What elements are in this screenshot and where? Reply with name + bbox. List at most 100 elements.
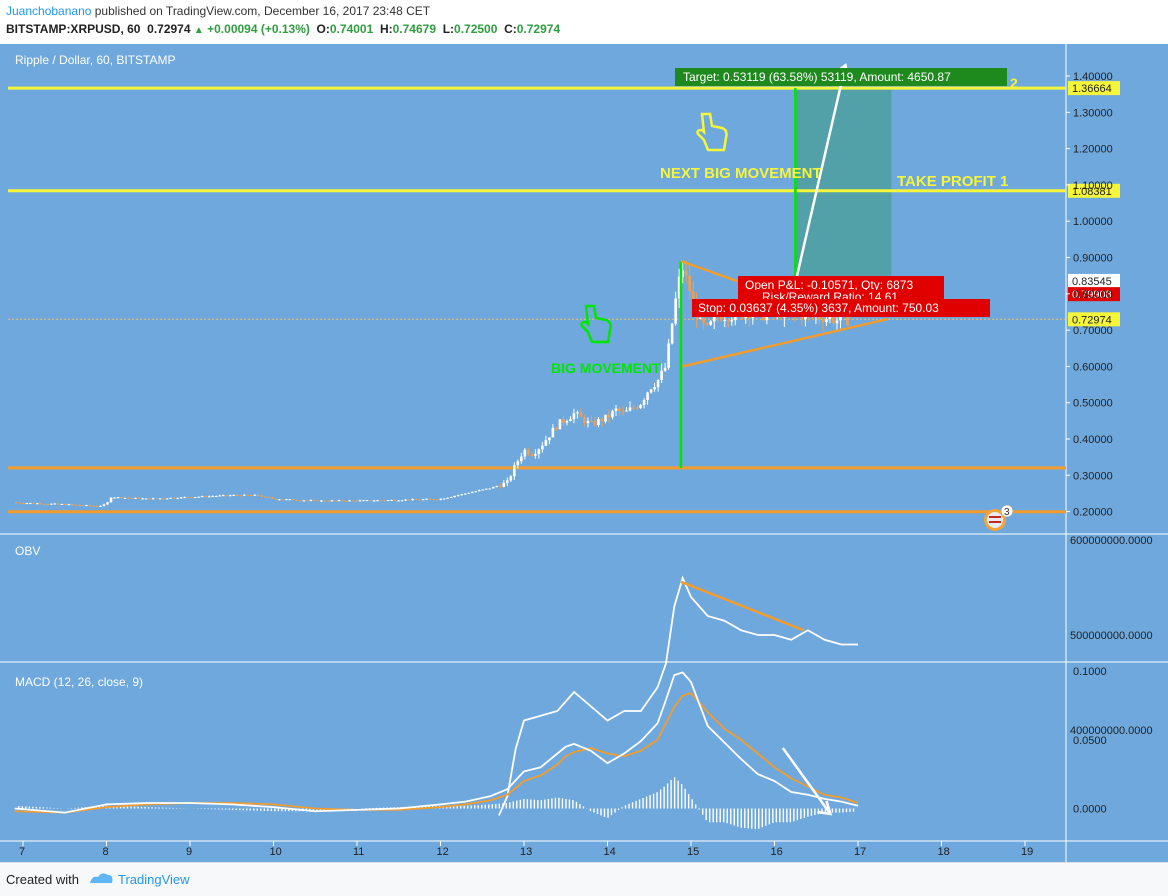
obv-indicator <box>498 575 858 816</box>
candle-body <box>523 449 527 457</box>
candle-body <box>435 499 439 501</box>
candle-body <box>642 399 646 406</box>
candle-body <box>344 500 348 502</box>
candle-body <box>134 497 137 499</box>
candle-body <box>81 505 85 507</box>
candle-body <box>712 314 716 322</box>
candle-body <box>456 495 460 497</box>
candle-body <box>221 495 225 497</box>
candle-body <box>257 494 260 496</box>
candle-body <box>172 497 176 499</box>
candle-body <box>176 498 179 500</box>
target-box-text: Target: 0.53119 (63.58%) 53119, Amount: … <box>683 70 951 84</box>
level-price-tag-label: 1.36664 <box>1072 83 1112 95</box>
candle-body <box>446 497 449 499</box>
target-box: Target: 0.53119 (63.58%) 53119, Amount: … <box>675 68 1007 86</box>
candle-body <box>190 497 193 499</box>
candle-body <box>179 497 183 499</box>
candle-body <box>667 343 670 368</box>
candle-body <box>67 504 71 506</box>
candle-body <box>53 503 57 505</box>
flag-badge[interactable]: 3 <box>984 504 1014 531</box>
pointing-hand-icon <box>696 112 728 152</box>
author-link[interactable]: Juanchobanano <box>6 4 92 18</box>
candle-body <box>348 500 351 502</box>
candle-body <box>351 500 355 502</box>
candle-body <box>670 323 674 344</box>
candle-body <box>165 498 169 500</box>
candle-body <box>565 421 569 423</box>
candle-body <box>183 497 186 499</box>
stop-box-bg <box>692 299 990 317</box>
time-tick-label: 9 <box>186 846 192 858</box>
candle-body <box>537 449 541 454</box>
candle-body <box>463 493 467 495</box>
candle-body <box>197 496 200 498</box>
candle-body <box>527 449 530 455</box>
candle-body <box>428 498 432 500</box>
candle-body <box>214 496 218 498</box>
candle-body <box>397 500 400 502</box>
candle-body <box>235 494 239 496</box>
price-tick-label: 0.50000 <box>1073 398 1113 410</box>
macd-signal-line <box>14 691 859 814</box>
candle-body <box>551 427 555 438</box>
candle-body <box>460 494 464 496</box>
candle-body <box>709 321 713 325</box>
candle-body <box>334 500 337 502</box>
position-box: Open P&L: -0.10571, Qty: 6873 Risk/Rewar… <box>692 276 990 317</box>
candle-body <box>765 314 769 321</box>
candle-body <box>467 493 471 495</box>
candle-body <box>313 500 316 502</box>
candle-body <box>57 503 60 505</box>
candle-body <box>320 500 323 502</box>
obv-line <box>498 575 858 816</box>
candle-body <box>88 505 92 507</box>
candle-body <box>453 495 456 497</box>
candle-body <box>323 500 327 502</box>
candle-body <box>835 320 839 324</box>
candle-body <box>418 499 421 501</box>
candle-body <box>590 420 593 422</box>
candle-body <box>506 480 509 483</box>
candle-body <box>653 387 656 390</box>
level-2-label: 2 <box>1010 75 1018 91</box>
macd-tick-label: 0.0000 <box>1073 804 1107 816</box>
candle-body <box>113 497 116 499</box>
chart-background <box>0 44 1168 862</box>
price-tick-label: 1.00000 <box>1073 216 1113 228</box>
candle-body <box>18 502 22 504</box>
obv-trendline <box>680 580 805 632</box>
candle-body <box>204 496 207 498</box>
candle-body <box>730 320 734 322</box>
candle-body <box>663 367 667 371</box>
candle-body <box>242 494 246 496</box>
tradingview-logo-icon[interactable] <box>88 871 114 887</box>
candle-body <box>249 495 253 497</box>
candle-body <box>604 414 607 422</box>
macd-tick-label: 0.1000 <box>1073 666 1107 678</box>
next-big-movement-label: NEXT BIG MOVEMENT <box>660 165 822 182</box>
macd-line <box>14 671 859 814</box>
candle-body <box>316 500 320 502</box>
candle-body <box>618 408 621 412</box>
candle-body <box>358 500 362 502</box>
target-box-bg <box>675 68 1007 86</box>
candle-body <box>246 494 250 496</box>
obv-panel-title: OBV <box>15 544 40 558</box>
open-value: 0.74001 <box>329 22 374 36</box>
obv-tick-label: 600000000.0000 <box>1070 535 1153 547</box>
price-tick-label: 0.90000 <box>1073 253 1113 265</box>
low-label: L: <box>442 22 455 36</box>
candle-body <box>130 497 134 499</box>
projection-arrow-line <box>794 64 847 284</box>
candle-body <box>639 405 642 409</box>
tradingview-link[interactable]: TradingView <box>118 872 190 887</box>
time-tick-label: 14 <box>604 846 616 858</box>
price-tag <box>1068 287 1120 302</box>
publish-header: Juanchobanano published on TradingView.c… <box>0 0 1168 42</box>
candle-body <box>158 498 162 500</box>
candle-body <box>295 500 299 502</box>
candle-body <box>148 498 151 500</box>
